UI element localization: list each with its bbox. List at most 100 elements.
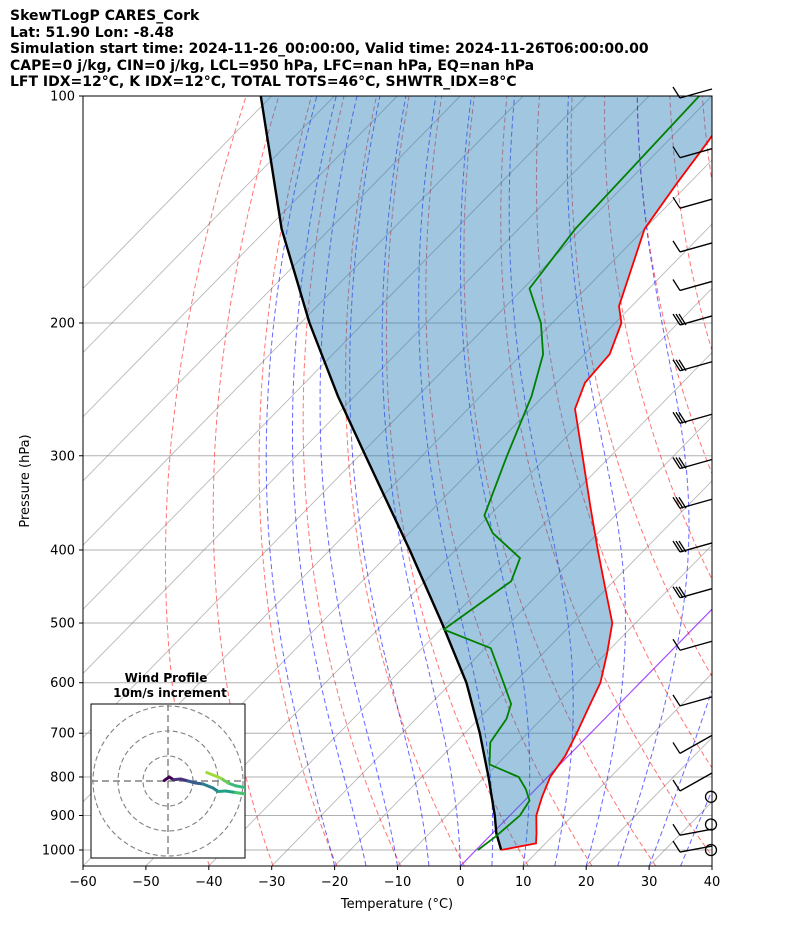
moist-adiabat [744, 96, 794, 866]
isotherm-line [397, 544, 712, 866]
negative-area-fill [260, 96, 712, 850]
x-tick-label: −40 [195, 875, 222, 890]
moist-adiabat [711, 864, 712, 866]
dry-adiabat [535, 96, 712, 769]
wind-barb [672, 586, 713, 599]
dry-adiabat [212, 96, 280, 866]
wind-barb [672, 313, 713, 326]
wind-barb [672, 279, 713, 292]
wind-barb [672, 457, 713, 470]
hodograph-trace-upper [234, 784, 245, 790]
isotherm-line [145, 287, 712, 866]
x-tick-label: 40 [704, 875, 721, 890]
calm-wind-circle [704, 818, 718, 831]
wind-barb [672, 734, 713, 755]
parcel-profile-line [259, 96, 503, 851]
moist-adiabat [680, 789, 712, 866]
isotherm-line [83, 96, 524, 546]
dry-adiabat [425, 96, 593, 866]
wind-barb [672, 638, 713, 651]
y-tick-label: 200 [50, 316, 75, 331]
dry-adiabat [164, 96, 247, 866]
y-tick-label: 1000 [42, 844, 75, 859]
moist-adiabat [418, 96, 494, 866]
hodograph-title: Wind Profile [125, 671, 208, 685]
y-tick-label: 800 [50, 770, 75, 785]
isotherm-line [83, 96, 335, 354]
dry-adiabat [345, 96, 465, 866]
y-tick-label: 100 [50, 90, 75, 105]
dry-adiabat [735, 96, 794, 866]
isotherm-line [711, 865, 712, 866]
dry-adiabat [463, 96, 657, 866]
moist-adiabat [381, 96, 461, 866]
wind-barb [672, 694, 713, 707]
x-tick-label: 20 [578, 875, 595, 890]
x-tick-label: −20 [321, 875, 348, 890]
axes-layer: −60 −50 −40 −30 −20 −10 0 10 20 30 40 100 200 300 400 5… [42, 90, 720, 891]
wind-barb [672, 823, 713, 836]
moist-adiabat [508, 96, 574, 866]
dry-adiabat [385, 96, 529, 866]
negative-area-layer [260, 96, 712, 850]
y-tick-label: 700 [50, 727, 75, 742]
wind-barb [672, 411, 713, 424]
moist-adiabat [648, 688, 712, 866]
hodograph-trace [201, 782, 215, 790]
dry-adiabat [258, 96, 338, 866]
profile-lines-layer [259, 96, 712, 851]
hodograph-subtitle: 10m/s increment [113, 686, 227, 700]
wind-barb [672, 772, 713, 792]
hodograph-trace [234, 791, 245, 796]
isotherm-line [83, 96, 650, 675]
wind-barb [672, 196, 713, 209]
calm-wind-circle [704, 790, 718, 803]
dry-adiabat [302, 96, 402, 866]
wind-barb [672, 146, 713, 159]
x-tick-label: −60 [69, 875, 96, 890]
dry-adiabat [768, 96, 794, 866]
title-line-1: SkewTLogP CARES_Cork [10, 8, 200, 24]
moist-adiabat [617, 96, 690, 866]
dry-adiabat [701, 96, 712, 185]
wind-barb [672, 496, 713, 509]
isotherm-line [83, 96, 398, 418]
title-line-4: CAPE=0 j/kg, CIN=0 j/kg, LCL=950 hPa, LF… [10, 57, 535, 74]
moist-adiabat [459, 96, 531, 866]
y-tick-label: 900 [50, 809, 75, 824]
x-tick-label: −30 [258, 875, 285, 890]
x-tick-label: −50 [132, 875, 159, 890]
isotherm-line [522, 672, 712, 866]
wind-barb [672, 540, 713, 553]
wind-barb [672, 240, 713, 253]
y-axis-label: Pressure (hPa) [18, 434, 33, 527]
y-tick-label: 400 [50, 543, 75, 558]
x-tick-label: 10 [515, 875, 532, 890]
y-tick-label: 500 [50, 617, 75, 632]
isotherm-line [459, 608, 712, 866]
dewpoint-line [442, 96, 700, 851]
title-line-3: Simulation start time: 2024-11-26_00:00:… [10, 41, 649, 57]
title-line-2: Lat: 51.90 Lon: -8.48 [10, 24, 175, 41]
dry-adiabat [500, 96, 712, 857]
dry-adiabat [636, 96, 712, 475]
temperature-line [501, 134, 712, 851]
moist-adiabat [265, 96, 336, 866]
hodograph-trace-upper [219, 776, 230, 785]
hodograph-trace-upper [205, 771, 222, 780]
wind-barbs-layer [672, 86, 718, 857]
dry-adiabat [570, 96, 712, 678]
chart-header: SkewTLogP CARES_Cork Lat: 51.90 Lon: -8.… [10, 8, 649, 91]
x-axis-label: Temperature (°C) [340, 897, 453, 912]
moist-adiabat [292, 96, 367, 866]
title-line-5: LFT IDX=12°C, K IDX=12°C, TOTAL TOTS=46°… [10, 74, 517, 90]
calm-wind-circle [704, 843, 718, 857]
isotherm-line [271, 416, 712, 866]
moist-adiabat [319, 96, 398, 866]
isotherm-line [83, 96, 587, 610]
isotherm-line [83, 96, 272, 289]
moist-adiabat [349, 96, 430, 866]
isotherm-line [83, 96, 712, 739]
x-tick-label: −10 [384, 875, 411, 890]
